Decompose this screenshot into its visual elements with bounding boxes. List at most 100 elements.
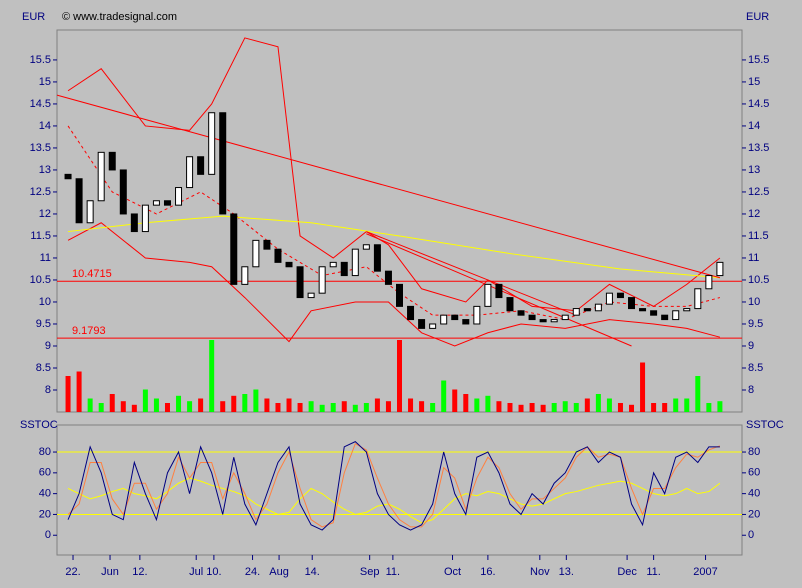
x-tick-label: Aug (269, 566, 289, 578)
candle (407, 305, 415, 321)
indicator-line (56, 94, 721, 279)
y-tick-label: 13 (39, 164, 51, 176)
volume-bar (65, 376, 71, 412)
x-tick-label: 13. (559, 566, 574, 578)
volume-bar (131, 404, 137, 412)
y-tick-label: 15.5 (30, 54, 51, 66)
indicator-line (67, 215, 720, 279)
volume-bar (253, 389, 259, 412)
candle (230, 213, 238, 285)
candle (340, 261, 348, 277)
x-tick-label: 22. (65, 566, 80, 578)
candle (108, 151, 116, 171)
indicator-line (67, 125, 721, 321)
stoch-line (67, 477, 721, 524)
stoch-line (67, 442, 721, 528)
stoch-panel (56, 424, 743, 556)
y-axis-label: SSTOC (746, 419, 784, 431)
volume-bar (562, 401, 568, 412)
volume-bar (363, 403, 369, 412)
y-tick-label: 80 (748, 446, 760, 458)
volume-bar (330, 403, 336, 412)
y-tick-label: 12.5 (748, 186, 769, 198)
y-tick-label: 10.5 (30, 274, 51, 286)
candle (274, 248, 282, 263)
volume-bar (651, 403, 657, 412)
y-tick-label: 10 (39, 296, 51, 308)
candle (616, 292, 624, 299)
y-tick-label: 14.5 (30, 98, 51, 110)
candle (484, 283, 492, 307)
candle (473, 305, 481, 325)
y-tick-label: 0 (748, 529, 754, 541)
candle (683, 308, 691, 312)
volume-bar (662, 403, 668, 412)
x-tick-label: 12. (132, 566, 147, 578)
volume-bar (684, 398, 690, 412)
candle (396, 283, 403, 307)
candle (296, 266, 304, 299)
candle (418, 319, 426, 329)
y-tick-label: 15 (39, 76, 51, 88)
y-tick-label: 13.5 (748, 142, 769, 154)
volume-bar (264, 398, 270, 412)
volume-bar (341, 401, 347, 412)
candle (440, 314, 448, 325)
volume-bar (352, 404, 358, 412)
volume-bar (706, 403, 712, 412)
candle (163, 200, 171, 206)
candle (175, 187, 183, 206)
candle (219, 112, 227, 215)
candle (362, 244, 370, 250)
volume-bar (408, 398, 414, 412)
volume-bar (209, 340, 215, 412)
volume-bar (319, 404, 325, 412)
x-tick-label: 10. (206, 566, 221, 578)
candle (705, 275, 713, 290)
candle (572, 308, 580, 316)
volume-bar (673, 398, 679, 412)
indicator-line (67, 222, 721, 347)
volume-bar (540, 404, 546, 412)
y-tick-label: 9 (748, 340, 754, 352)
candle (539, 319, 547, 323)
y-tick-label: 9.5 (748, 318, 763, 330)
candle (583, 308, 591, 312)
candle (86, 200, 94, 224)
candle (241, 266, 249, 285)
volume-bar (695, 376, 701, 412)
x-tick-label: 24. (245, 566, 260, 578)
candle (672, 310, 680, 321)
volume-bar (640, 362, 646, 412)
candle (694, 288, 702, 310)
volume-bar (397, 340, 402, 412)
x-tick-label: 11. (386, 566, 400, 578)
volume-bar (76, 371, 82, 412)
volume-bar (176, 395, 182, 412)
volume-bar (507, 403, 513, 412)
y-tick-label: 15 (748, 76, 760, 88)
volume-bar (220, 401, 226, 412)
candle (639, 308, 647, 312)
y-tick-label: 14.5 (748, 98, 769, 110)
y-tick-label: 14 (39, 120, 51, 132)
y-tick-label: 14 (748, 120, 760, 132)
candle (208, 112, 216, 175)
volume-bar (242, 394, 248, 412)
x-tick-label: Nov (530, 566, 550, 578)
volume-bar (496, 401, 502, 412)
candle (517, 310, 525, 316)
volume-bar (385, 401, 391, 412)
y-tick-label: 12 (39, 208, 51, 220)
candle (307, 292, 315, 299)
volume-bar (231, 395, 237, 412)
x-tick-label: 2007 (693, 566, 717, 578)
y-tick-label: 10 (748, 296, 760, 308)
candle (462, 319, 470, 325)
y-tick-label: 20 (39, 508, 51, 520)
volume-bar (606, 398, 612, 412)
volume-bar (164, 403, 170, 412)
candle (186, 156, 194, 189)
volume-bar (452, 389, 458, 412)
